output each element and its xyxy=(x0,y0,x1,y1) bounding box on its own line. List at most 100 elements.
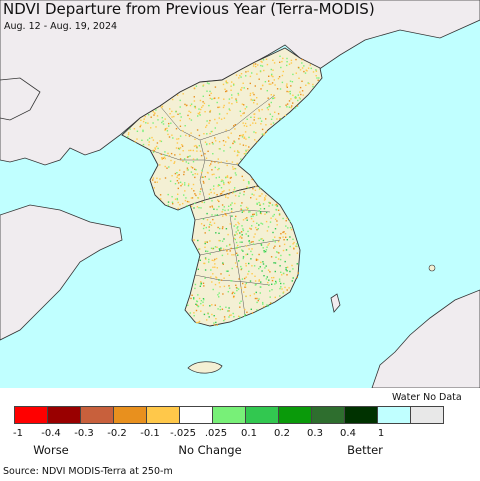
ndvi-pixel xyxy=(237,92,239,95)
ndvi-pixel xyxy=(288,91,290,93)
ndvi-pixel xyxy=(299,86,302,89)
ndvi-pixel xyxy=(177,201,179,204)
ndvi-pixel xyxy=(248,181,250,183)
ndvi-pixel xyxy=(232,142,234,144)
ndvi-pixel xyxy=(212,247,215,250)
ndvi-pixel xyxy=(263,134,265,136)
ndvi-pixel xyxy=(281,74,284,77)
ndvi-pixel xyxy=(256,229,258,231)
ndvi-pixel xyxy=(200,223,203,225)
ndvi-pixel xyxy=(253,236,255,238)
ndvi-pixel xyxy=(203,313,206,316)
ndvi-pixel xyxy=(267,281,269,284)
ndvi-pixel xyxy=(171,134,173,136)
ndvi-pixel xyxy=(204,242,206,245)
legend-swatch-0 xyxy=(14,406,48,424)
ndvi-pixel xyxy=(202,95,204,97)
ndvi-pixel xyxy=(184,125,186,127)
ndvi-pixel xyxy=(237,154,239,156)
legend-no-change-label: No Change xyxy=(178,443,242,457)
ndvi-pixel xyxy=(249,92,252,95)
ndvi-pixel xyxy=(194,202,196,204)
ndvi-pixel xyxy=(162,123,165,125)
ndvi-pixel xyxy=(269,290,271,292)
ndvi-pixel xyxy=(155,126,157,128)
ndvi-pixel xyxy=(161,105,164,107)
ndvi-pixel xyxy=(243,210,245,213)
ndvi-pixel xyxy=(286,57,288,60)
ndvi-pixel xyxy=(186,104,188,106)
ndvi-pixel xyxy=(175,110,177,113)
ndvi-pixel xyxy=(234,168,237,170)
ndvi-pixel xyxy=(286,106,288,108)
ndvi-pixel xyxy=(169,113,171,115)
ndvi-pixel xyxy=(174,161,176,163)
ndvi-pixel xyxy=(196,158,198,160)
ndvi-pixel xyxy=(212,143,214,145)
ndvi-pixel xyxy=(249,82,251,85)
ndvi-pixel xyxy=(237,150,239,152)
ndvi-pixel xyxy=(208,261,210,263)
ndvi-pixel xyxy=(286,64,288,67)
ndvi-pixel xyxy=(238,223,240,225)
ndvi-pixel xyxy=(290,228,293,231)
ndvi-pixel xyxy=(196,173,199,175)
ndvi-pixel xyxy=(219,249,221,251)
ndvi-pixel xyxy=(249,75,252,78)
ndvi-pixel xyxy=(248,262,250,265)
ndvi-pixel xyxy=(226,175,229,177)
ndvi-pixel xyxy=(297,272,299,274)
ndvi-pixel xyxy=(184,199,187,202)
ndvi-pixel xyxy=(215,277,218,279)
ndvi-pixel xyxy=(200,310,202,312)
ndvi-pixel xyxy=(284,286,286,289)
ndvi-pixel xyxy=(203,299,205,301)
ndvi-pixel xyxy=(190,166,193,168)
ndvi-pixel xyxy=(222,248,225,250)
ndvi-pixel xyxy=(274,204,277,206)
ndvi-pixel xyxy=(254,122,257,124)
ndvi-pixel xyxy=(289,236,291,238)
ndvi-pixel xyxy=(231,215,233,217)
ndvi-pixel xyxy=(245,253,247,256)
ndvi-pixel xyxy=(213,188,215,190)
ndvi-pixel xyxy=(173,162,175,164)
ndvi-pixel xyxy=(202,227,205,230)
ndvi-pixel xyxy=(252,188,254,190)
ndvi-pixel xyxy=(223,182,225,184)
ndvi-pixel xyxy=(219,308,221,311)
ndvi-pixel xyxy=(256,297,258,300)
ndvi-pixel xyxy=(270,75,273,77)
ndvi-pixel xyxy=(224,213,226,215)
ndvi-pixel xyxy=(202,105,204,107)
ndvi-pixel xyxy=(246,125,248,127)
ndvi-pixel xyxy=(196,150,198,152)
ndvi-pixel xyxy=(172,203,174,205)
ndvi-pixel xyxy=(264,197,266,199)
ndvi-pixel xyxy=(289,270,291,273)
ndvi-pixel xyxy=(241,234,243,236)
ndvi-pixel xyxy=(210,247,213,249)
ndvi-pixel xyxy=(279,88,282,90)
ndvi-pixel xyxy=(211,141,214,144)
ndvi-pixel xyxy=(157,147,159,150)
ndvi-pixel xyxy=(292,268,294,270)
ndvi-pixel xyxy=(178,148,181,150)
ndvi-pixel xyxy=(292,73,294,76)
ndvi-pixel xyxy=(199,248,201,250)
ndvi-pixel xyxy=(223,183,225,186)
ndvi-pixel xyxy=(296,245,298,248)
ndvi-pixel xyxy=(252,122,254,124)
ndvi-pixel xyxy=(235,215,237,218)
ndvi-pixel xyxy=(259,195,262,197)
ndvi-pixel xyxy=(190,119,193,121)
ndvi-pixel xyxy=(203,133,205,135)
ndvi-pixel xyxy=(276,205,279,207)
ndvi-pixel xyxy=(177,138,180,140)
ndvi-pixel xyxy=(279,245,281,247)
ndvi-pixel xyxy=(175,147,178,149)
ndvi-pixel xyxy=(240,76,242,78)
ndvi-pixel xyxy=(283,282,285,285)
ndvi-pixel xyxy=(220,118,223,120)
ndvi-pixel xyxy=(265,265,267,267)
